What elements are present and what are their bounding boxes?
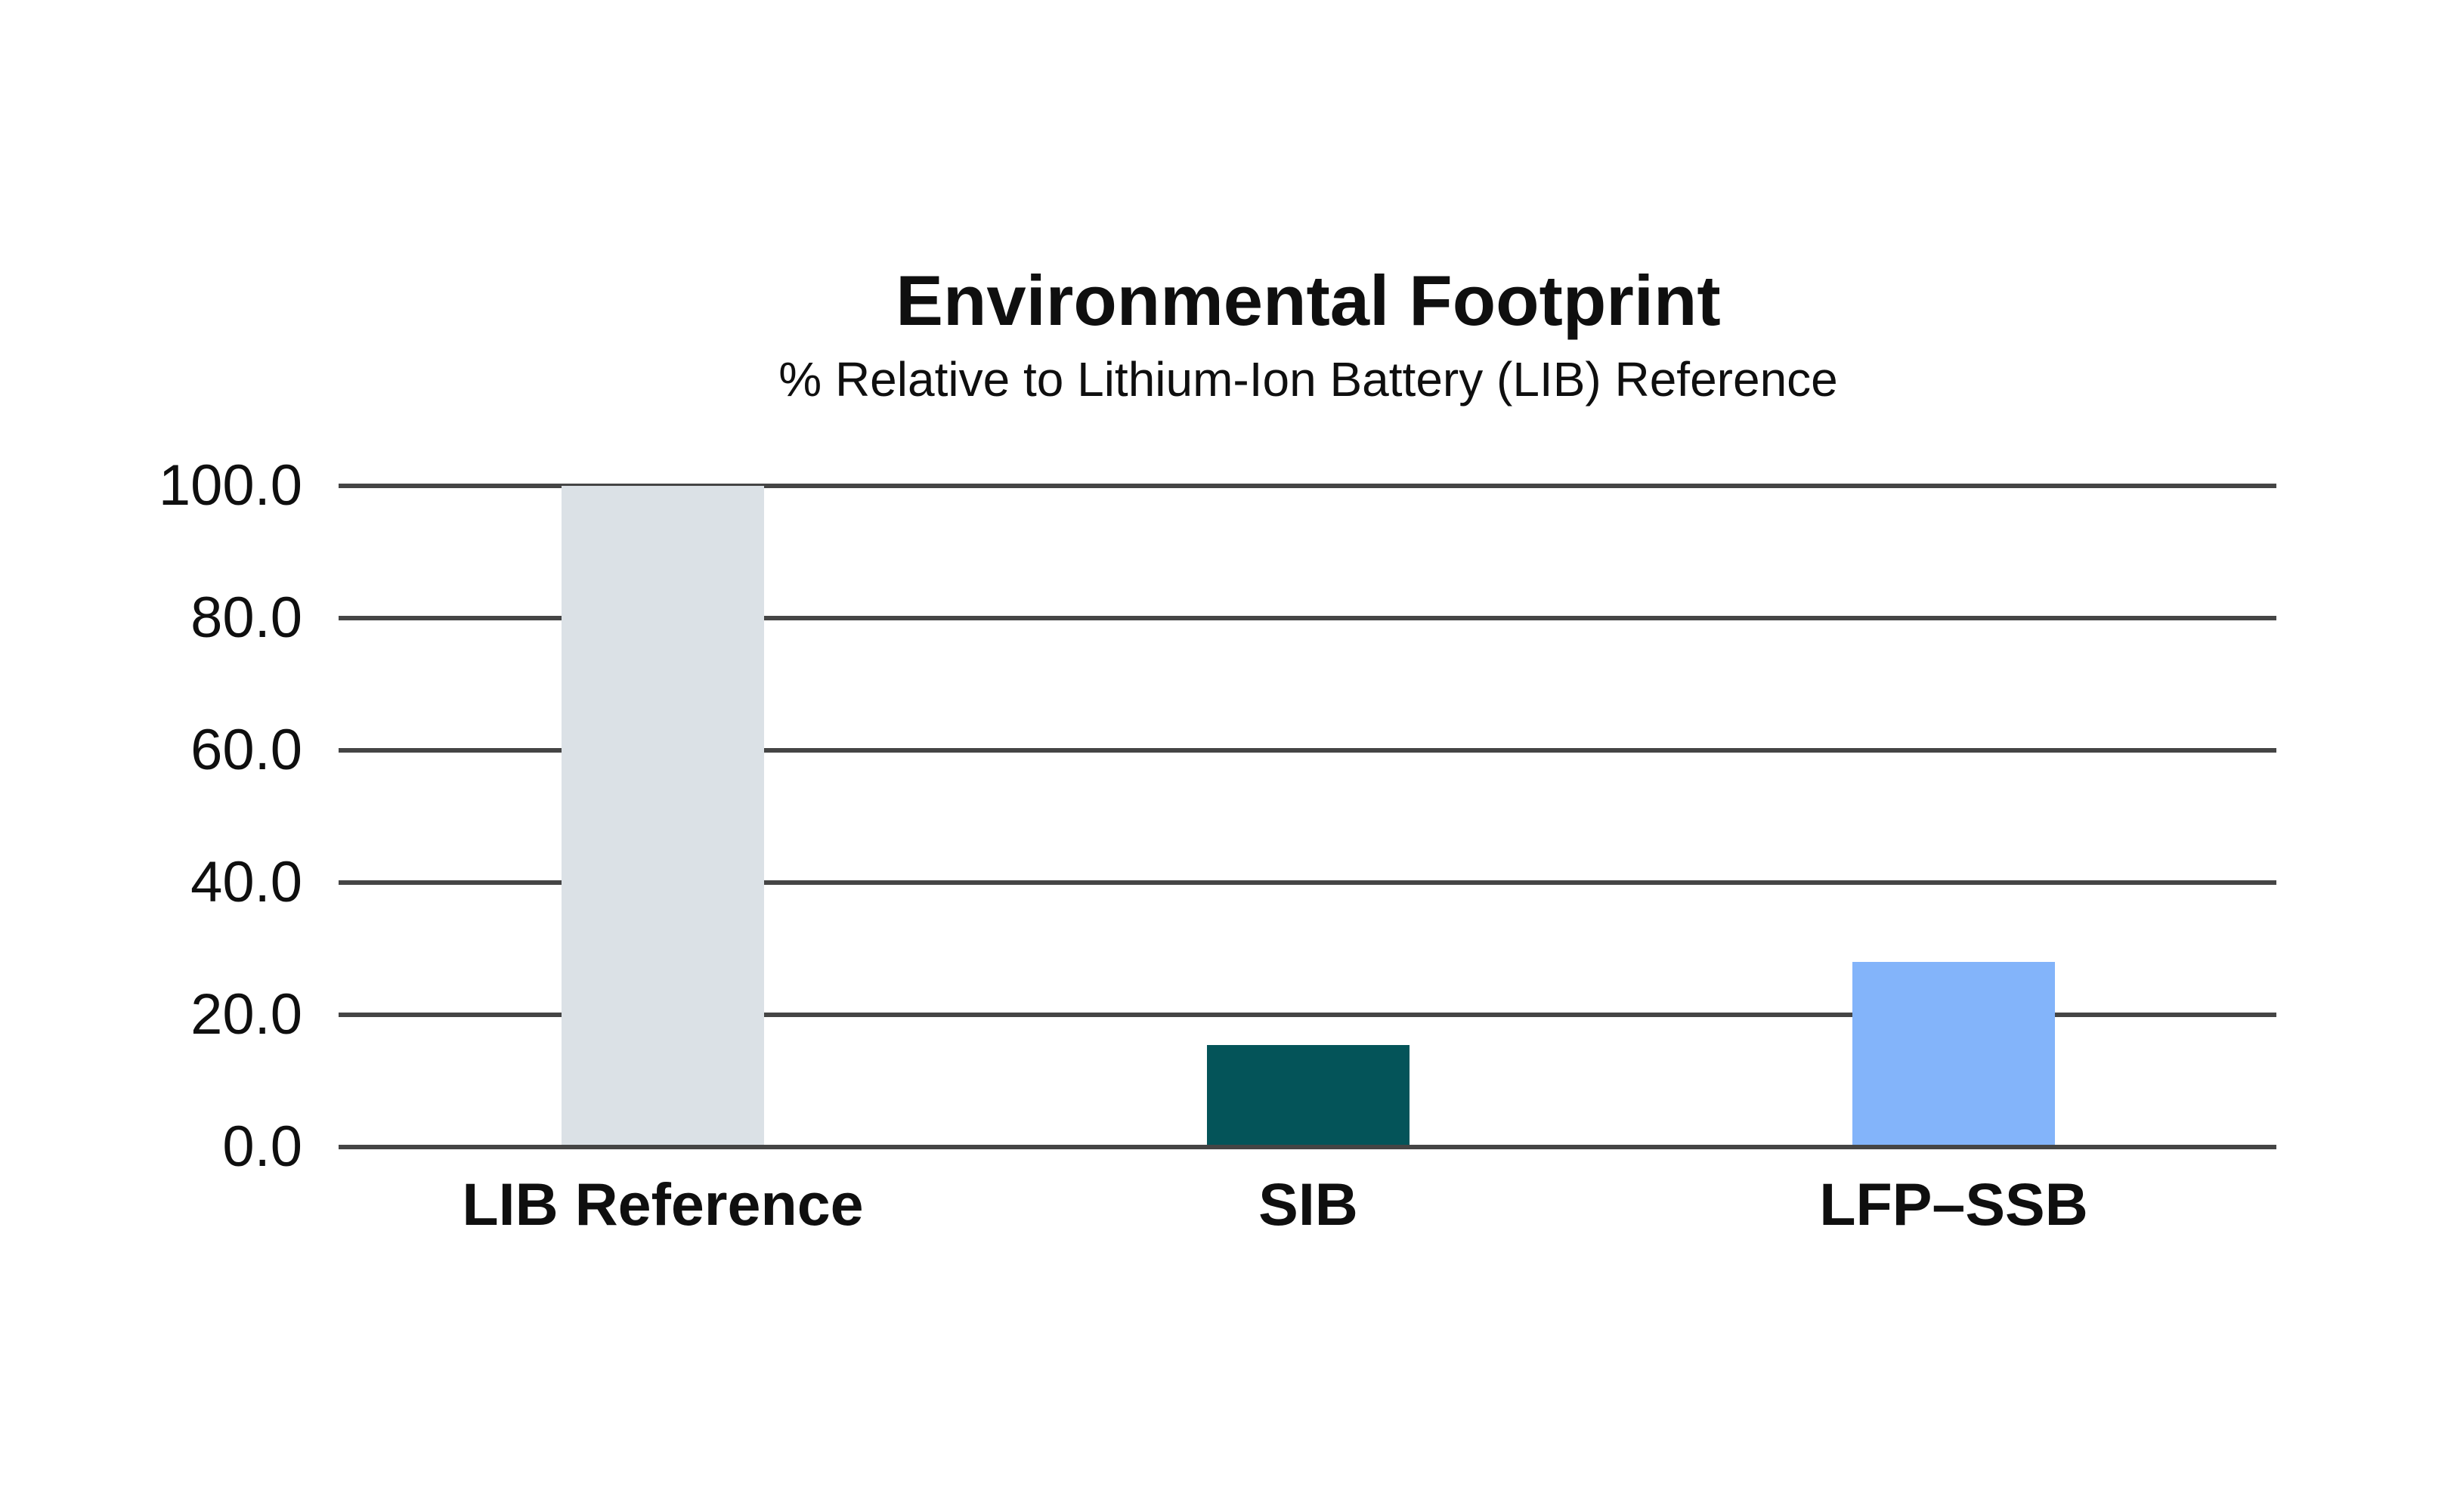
gridline-60.0	[339, 748, 2276, 753]
gridline-40.0	[339, 880, 2276, 885]
bar-lib-reference	[562, 486, 764, 1145]
x-axis-category-label: SIB	[1258, 1170, 1358, 1238]
gridline-20.0	[339, 1013, 2276, 1017]
gridline-100.0	[339, 484, 2276, 488]
x-axis-category-label: LFP–SSB	[1819, 1170, 2088, 1238]
x-axis-baseline	[339, 1145, 2276, 1149]
y-axis-tick-label: 100.0	[158, 453, 302, 518]
bar-lfp-ssb	[1852, 962, 2055, 1145]
y-axis-tick-label: 40.0	[190, 850, 302, 914]
gridline-80.0	[339, 616, 2276, 620]
x-axis-category-label: LIB Reference	[462, 1170, 864, 1238]
y-axis-tick-label: 80.0	[190, 586, 302, 650]
bar-sib	[1207, 1045, 1410, 1145]
y-axis-tick-label: 60.0	[190, 718, 302, 782]
chart-subtitle: % Relative to Lithium-Ion Battery (LIB) …	[778, 352, 1838, 407]
y-axis-tick-label: 0.0	[222, 1115, 302, 1179]
y-axis-tick-label: 20.0	[190, 982, 302, 1047]
chart-title: Environmental Footprint	[896, 261, 1721, 340]
